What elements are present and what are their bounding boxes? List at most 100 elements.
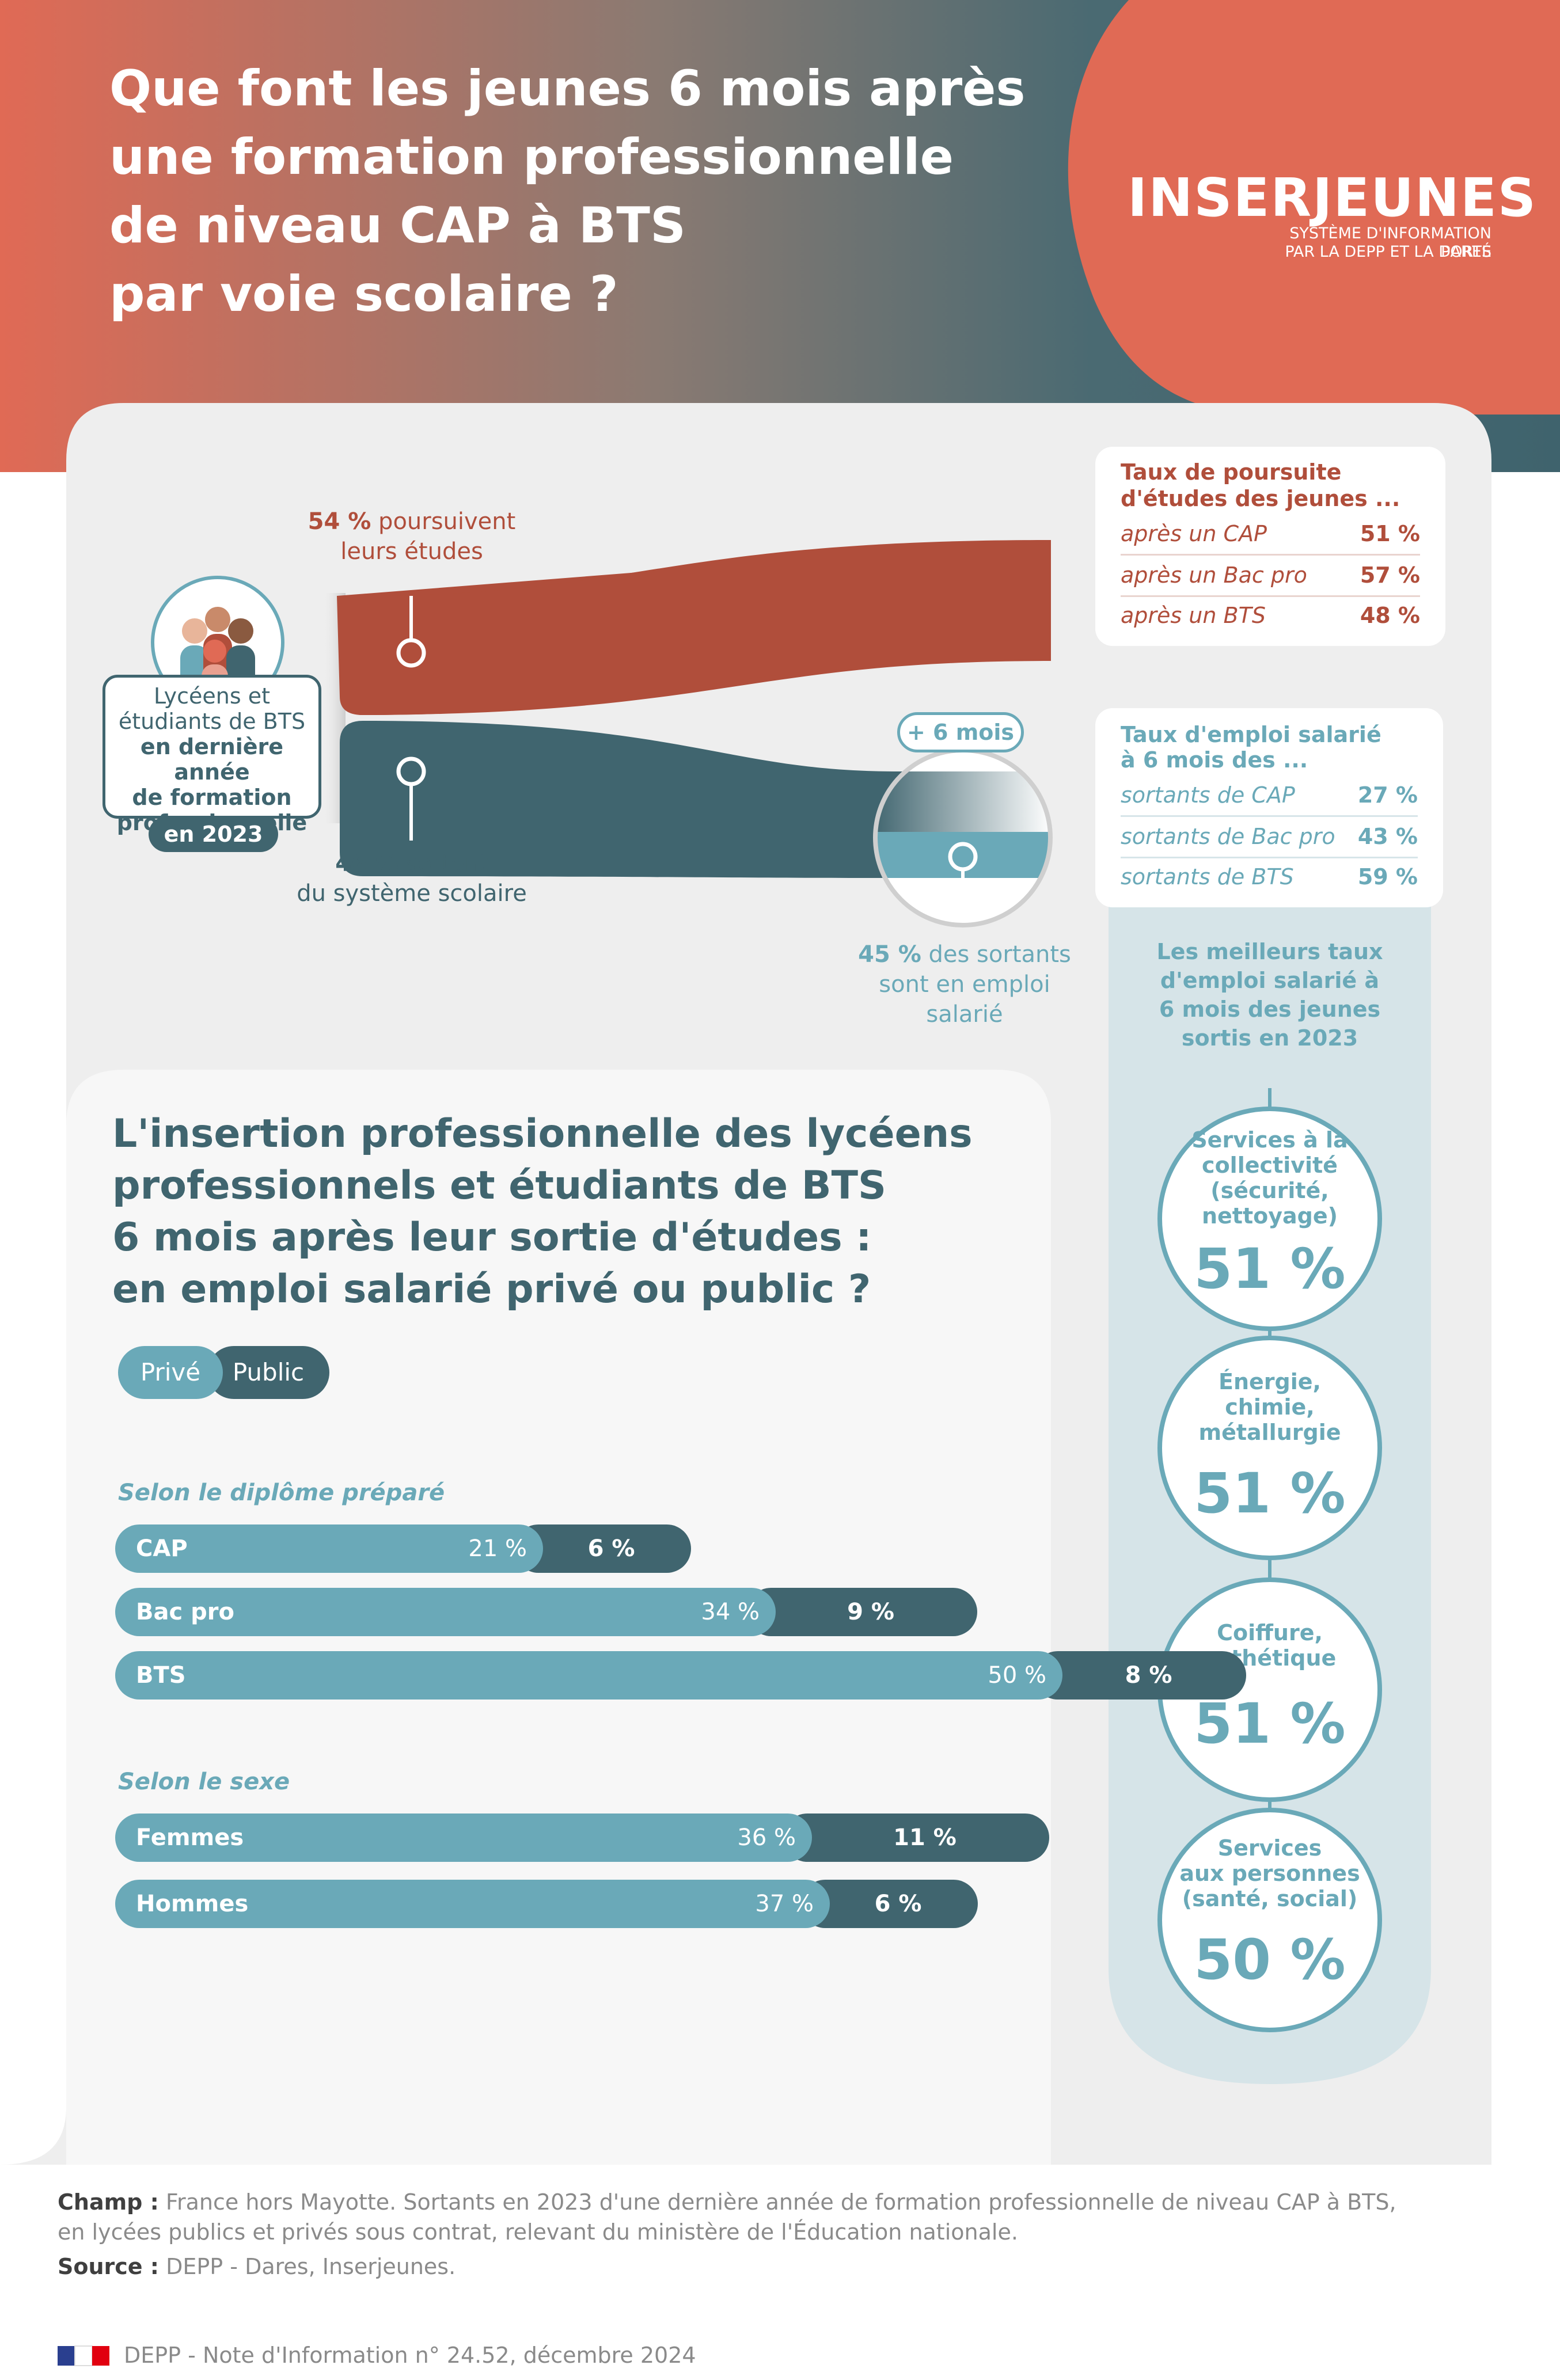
delay-badge: + 6 mois: [897, 712, 1024, 752]
best-rates-title-line: Les meilleurs taux: [1156, 939, 1383, 964]
best-rate-value: 51 %: [1194, 1237, 1346, 1301]
row-label: après un Bac pro: [1121, 562, 1307, 588]
card-title: d'études des jeunes ...: [1121, 486, 1400, 511]
source-line: de formation: [132, 785, 292, 810]
champ-text: France hors Mayotte. Sortants en 2023 d'…: [165, 2189, 1396, 2215]
row-value: 48 %: [1360, 603, 1420, 628]
best-rate-circle: Services aux personnes (santé, social) 5…: [1157, 1808, 1382, 2032]
bar-public: 11 %: [783, 1813, 1049, 1862]
inserjeunes-logo: INSERJEUNES: [1128, 167, 1538, 229]
continuation-card: Taux de poursuite d'études des jeunes ..…: [1095, 447, 1445, 646]
bar-category-label: Hommes: [136, 1891, 249, 1917]
best-rate-label: Énergie,: [1219, 1369, 1321, 1394]
flow-leave: [340, 721, 898, 878]
bar-category-label: BTS: [136, 1662, 186, 1689]
employed-pct: 45 %: [858, 941, 921, 968]
best-rate-circle: Énergie, chimie, métallurgie 51 %: [1157, 1336, 1382, 1560]
card-title: Taux d'emploi salarié: [1121, 722, 1381, 747]
footer-champ-2: en lycées publics et privés sous contrat…: [58, 2218, 1509, 2246]
row-value: 27 %: [1357, 782, 1418, 808]
leave-text: du système scolaire: [297, 880, 527, 907]
leave-label: 46 % sortent du système scolaire: [271, 849, 553, 908]
employment-row: sortants de Bac pro 43 %: [1121, 816, 1418, 858]
employed-text: des sortants: [928, 941, 1071, 968]
card-title: Taux de poursuite: [1121, 459, 1342, 485]
continue-text: poursuivent: [378, 508, 516, 535]
bar-value-label: 36 %: [737, 1824, 796, 1851]
bar-public: 6 %: [801, 1880, 978, 1928]
insertion-title-line: professionnels et étudiants de BTS: [112, 1163, 886, 1208]
champ-label: Champ :: [58, 2189, 159, 2215]
footer-note: DEPP - Note d'Information n° 24.52, déce…: [124, 2341, 696, 2370]
bar-value-label: 37 %: [755, 1891, 814, 1917]
best-rate-label: (santé, social): [1182, 1886, 1358, 1911]
continue-label: 54 % poursuivent leurs études: [271, 507, 553, 567]
row-label: après un BTS: [1121, 603, 1266, 628]
insertion-title-line: L'insertion professionnelle des lycéens: [112, 1111, 973, 1157]
best-rate-label: Services: [1217, 1835, 1322, 1861]
best-rate-circle: Services à la collectivité (sécurité, ne…: [1157, 1107, 1382, 1331]
legend-private: Privé: [118, 1346, 223, 1399]
best-rate-label: collectivité: [1202, 1153, 1338, 1178]
bar-private: CAP 21 %: [115, 1524, 543, 1573]
page-title: Que font les jeunes 6 mois après une for…: [109, 55, 1088, 329]
bar-public: 9 %: [747, 1588, 977, 1636]
source-line: Lycéens et: [153, 683, 271, 709]
best-rate-value: 51 %: [1194, 1461, 1346, 1526]
best-rate-label: nettoyage): [1201, 1203, 1338, 1229]
row-value: 51 %: [1360, 521, 1420, 546]
employment-row: sortants de CAP 27 %: [1121, 775, 1418, 817]
bar-public: 8 %: [1034, 1651, 1246, 1700]
employed-text: sont en emploi: [879, 971, 1050, 998]
source-line: étudiants de BTS: [118, 709, 306, 734]
title-line: une formation professionnelle: [109, 128, 954, 186]
insertion-title: L'insertion professionnelle des lycéens …: [112, 1108, 1005, 1316]
continuation-row: après un Bac pro 57 %: [1121, 555, 1420, 597]
bar-private: BTS 50 %: [115, 1651, 1062, 1700]
bar-private: Bac pro 34 %: [115, 1588, 776, 1636]
row-value: 59 %: [1357, 864, 1418, 889]
source-text: DEPP - Dares, Inserjeunes.: [166, 2254, 456, 2279]
bar-category-label: Bac pro: [136, 1599, 234, 1625]
title-line: par voie scolaire ?: [109, 265, 618, 323]
continue-text: leurs études: [340, 538, 483, 565]
insertion-title-line: 6 mois après leur sortie d'études :: [112, 1215, 872, 1260]
source-box: Lycéens et étudiants de BTS en dernière …: [103, 675, 321, 835]
best-rate-value: 51 %: [1194, 1691, 1346, 1756]
footer-champ: Champ : France hors Mayotte. Sortants en…: [58, 2188, 1509, 2216]
source-year-badge: en 2023: [149, 816, 278, 852]
employment-row: sortants de BTS 59 %: [1121, 857, 1418, 897]
card-title: à 6 mois des ...: [1121, 747, 1308, 773]
best-rates-title-line: sortis en 2023: [1181, 1025, 1358, 1051]
continuation-row: après un CAP 51 %: [1121, 514, 1420, 556]
source-line: en dernière année: [140, 734, 284, 785]
bar-category-label: CAP: [136, 1535, 188, 1562]
best-rates-title-line: d'emploi salarié à: [1160, 968, 1380, 993]
bar-public: 6 %: [514, 1524, 691, 1573]
footer-source: Source : DEPP - Dares, Inserjeunes.: [58, 2252, 1509, 2281]
row-label: après un CAP: [1121, 521, 1267, 546]
champ-text: en lycées publics et privés sous contrat…: [58, 2219, 1018, 2245]
employed-label: 45 % des sortants sont en emploi salarié: [829, 940, 1100, 1029]
continuation-row: après un BTS 48 %: [1121, 595, 1420, 636]
row-value: 57 %: [1360, 562, 1420, 588]
legend-public: Public: [207, 1346, 329, 1399]
note-text: DEPP - Note d'Information n° 24.52, déce…: [124, 2343, 696, 2368]
bar-private: Femmes 36 %: [115, 1813, 812, 1862]
best-rate-label: (sécurité,: [1210, 1178, 1329, 1203]
row-value: 43 %: [1357, 824, 1418, 849]
best-rates-title: Les meilleurs taux d'emploi salarié à 6 …: [1114, 937, 1425, 1052]
row-label: sortants de Bac pro: [1121, 824, 1335, 849]
group-title: Selon le sexe: [118, 1769, 290, 1795]
title-line: Que font les jeunes 6 mois après: [109, 60, 1026, 117]
row-label: sortants de CAP: [1121, 782, 1295, 808]
best-rates-title-line: 6 mois des jeunes: [1159, 997, 1381, 1022]
title-line: de niveau CAP à BTS: [109, 197, 686, 254]
bar-value-label: 21 %: [468, 1535, 527, 1562]
source-label: Source :: [58, 2254, 159, 2279]
best-rate-label: chimie,: [1225, 1394, 1315, 1420]
continue-pct: 54 %: [308, 508, 371, 535]
group-title: Selon le diplôme préparé: [118, 1480, 445, 1506]
best-rate-label: métallurgie: [1198, 1420, 1341, 1445]
insertion-title-line: en emploi salarié privé ou public ?: [112, 1267, 871, 1312]
